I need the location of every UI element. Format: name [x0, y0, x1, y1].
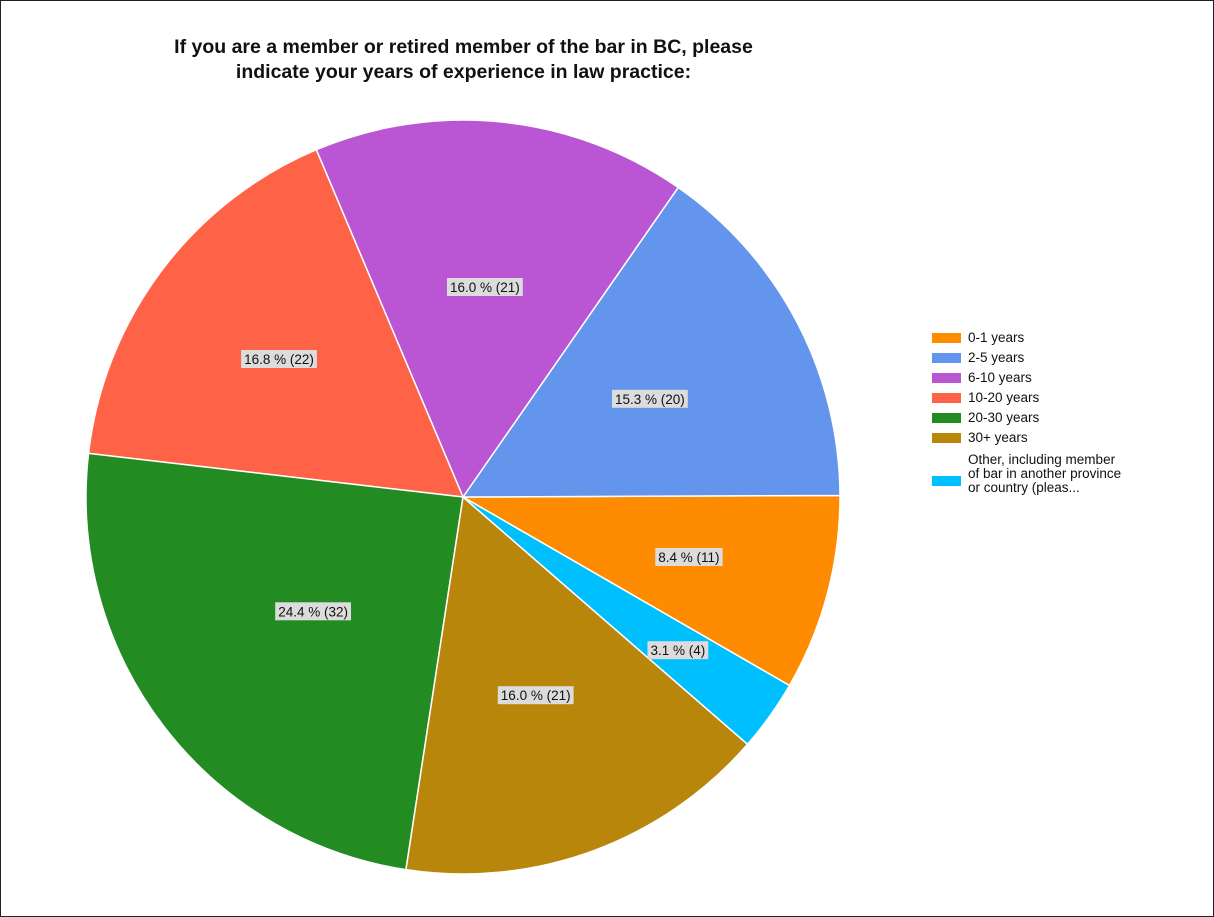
legend-label: Other, including member of bar in anothe…: [968, 452, 1122, 495]
chart-title: If you are a member or retired member of…: [61, 35, 866, 85]
legend-swatch: [932, 476, 961, 486]
legend-item-other: Other, including member of bar in anothe…: [932, 453, 1202, 495]
legend-swatch: [932, 413, 961, 423]
pie-slice-4: [87, 148, 465, 498]
svg-text:15.3 % (20): 15.3 % (20): [615, 392, 685, 407]
legend-label: 2-5 years: [968, 350, 1025, 365]
pie-slice-6: [405, 495, 749, 875]
legend-swatch: [932, 393, 961, 403]
svg-text:16.8 % (22): 16.8 % (22): [244, 352, 314, 367]
legend-item-0-1-years: 0-1 years: [932, 328, 1202, 345]
legend-label: 6-10 years: [968, 370, 1032, 385]
legend-label: 0-1 years: [968, 330, 1025, 345]
svg-text:16.0 % (21): 16.0 % (21): [501, 688, 571, 703]
svg-text:3.1 % (4): 3.1 % (4): [651, 643, 706, 658]
legend-label: 20-30 years: [968, 410, 1040, 425]
legend-swatch: [932, 373, 961, 383]
legend-swatch: [932, 333, 961, 343]
legend-item-30-plus-years: 30+ years: [932, 428, 1202, 445]
svg-text:8.4 % (11): 8.4 % (11): [658, 550, 719, 565]
legend-swatch: [932, 433, 961, 443]
chart-title-line-1: If you are a member or retired member of…: [174, 36, 753, 58]
pie-slice-7: [462, 496, 791, 746]
legend-item-10-20-years: 10-20 years: [932, 388, 1202, 405]
pie-slice-3: [315, 119, 680, 499]
slice-data-label-3: 16.0 % (21): [447, 278, 523, 296]
pie-slice-5: [85, 452, 464, 871]
legend-label: 10-20 years: [968, 390, 1040, 405]
slice-data-label-6: 16.0 % (21): [497, 686, 574, 705]
chart-title-line-2: indicate your years of experience in law…: [235, 61, 692, 83]
legend-swatch: [932, 353, 961, 363]
pie-slice-1: [460, 494, 841, 687]
slice-data-label-2: 15.3 % (20): [612, 389, 688, 408]
legend-item-6-10-years: 6-10 years: [932, 368, 1202, 385]
legend: 0-1 years 2-5 years 6-10 years 10-20 yea…: [932, 328, 1202, 498]
legend-item-20-30-years: 20-30 years: [932, 408, 1202, 425]
legend-label: 30+ years: [968, 430, 1028, 445]
legend-item-2-5-years: 2-5 years: [932, 348, 1202, 365]
slice-data-label-1: 8.4 % (11): [655, 548, 723, 566]
svg-text:24.4 % (32): 24.4 % (32): [278, 604, 348, 619]
pie-slice-2: [461, 186, 841, 498]
slice-data-label-7: 3.1 % (4): [647, 641, 709, 660]
svg-text:16.0 % (21): 16.0 % (21): [450, 280, 520, 295]
slice-data-label-5: 24.4 % (32): [275, 602, 351, 621]
slice-data-label-4: 16.8 % (22): [241, 350, 317, 368]
